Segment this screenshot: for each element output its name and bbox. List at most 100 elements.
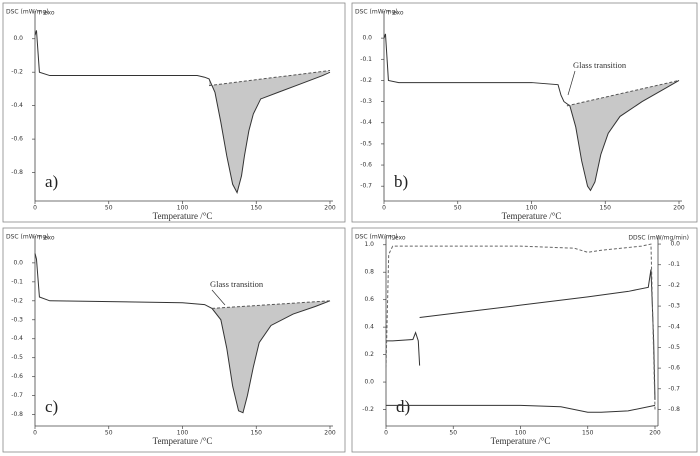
exo-label: ↑ exo [388, 235, 406, 242]
y-tick-label: 0.4 [364, 324, 374, 331]
curve [386, 331, 421, 366]
panel: 0.0 -0.2 -0.4 -0.6 -0.8 0 50 100 150 200 DSC (mW/m… [2, 2, 346, 223]
y2-tick-label: -0.3 [668, 303, 680, 310]
x-tick-label: 200 [324, 205, 336, 212]
y2-axis-label: DDSC (mW/mg/min) [628, 235, 689, 242]
y-axis-label: DSC (mW/mg) [6, 234, 49, 241]
x-tick-label: 150 [600, 205, 612, 212]
y-tick-label: -0.1 [11, 278, 23, 285]
panel-border [2, 227, 346, 453]
x-tick-label: 50 [105, 205, 113, 212]
exo-label: ↑ exo [386, 10, 404, 17]
y2-tick-label: -0.7 [668, 385, 680, 392]
panel-border [351, 227, 698, 453]
panel-label: b) [394, 172, 408, 191]
x-axis-label: Temperature /°C [491, 436, 551, 446]
dashed-curve [566, 79, 680, 107]
x-axis-label: Temperature /°C [153, 211, 213, 221]
x-tick-label: 100 [515, 430, 527, 437]
y2-tick-label: -0.2 [668, 282, 680, 289]
x-tick-label: 0 [384, 430, 388, 437]
y-tick-label: -0.7 [360, 183, 372, 190]
y2-tick-label: -0.4 [668, 323, 680, 330]
annotation: Glass transition [210, 279, 264, 289]
peak-area [212, 300, 330, 413]
y-tick-label: -0.8 [11, 411, 23, 418]
x-axis-label: Temperature /°C [153, 436, 213, 446]
y-tick-label: -0.5 [11, 354, 23, 361]
curve [34, 30, 331, 195]
x-tick-label: 50 [105, 430, 113, 437]
panel-label: d) [396, 397, 410, 416]
x-tick-label: 0 [33, 205, 37, 212]
panel-border [2, 2, 346, 223]
x-axis-label: Temperature /°C [502, 211, 562, 221]
y-tick-label: -0.4 [11, 335, 23, 342]
y-tick-label: 0.2 [364, 351, 374, 358]
y-tick-label: -0.2 [11, 297, 23, 304]
x-tick-label: 0 [33, 430, 37, 437]
x-tick-label: 0 [382, 205, 386, 212]
x-tick-label: 200 [673, 205, 685, 212]
y2-tick-label: -0.5 [668, 344, 680, 351]
curve [383, 33, 680, 192]
panel-label: c) [45, 397, 58, 416]
y-tick-label: -0.2 [360, 77, 372, 84]
panel: 0.0 -0.1 -0.2 -0.3 -0.4 -0.5 -0.6 -0.7 -0.8 0 50 10… [2, 227, 346, 453]
exo-label: ↑ exo [37, 10, 55, 17]
x-tick-label: 100 [177, 430, 189, 437]
y2-tick-label: 0.0 [670, 241, 680, 248]
y-tick-label: -0.5 [360, 140, 372, 147]
y-tick-label: 0.0 [13, 259, 23, 266]
dashed-curve [385, 243, 656, 410]
x-tick-label: 150 [251, 205, 263, 212]
y-axis-label: DSC (mW/mg) [6, 9, 49, 16]
y-tick-label: -0.2 [362, 406, 374, 413]
y-tick-label: -0.4 [11, 102, 23, 109]
x-tick-label: 100 [526, 205, 538, 212]
curve [386, 404, 656, 413]
y-tick-label: 1.0 [364, 241, 374, 248]
y-tick-label: -0.4 [360, 119, 372, 126]
curve [419, 269, 656, 400]
x-tick-label: 100 [177, 205, 189, 212]
y-tick-label: 0.6 [364, 296, 374, 303]
y-tick-label: -0.3 [11, 316, 23, 323]
annotation-pointer [567, 70, 576, 96]
y-tick-label: 0.0 [13, 35, 23, 42]
y2-tick-label: -0.8 [668, 406, 680, 413]
x-tick-label: 150 [582, 430, 594, 437]
y2-tick-label: -0.1 [668, 261, 680, 268]
y-tick-label: -0.6 [360, 162, 372, 169]
y-tick-label: -0.8 [11, 169, 23, 176]
peak-area [566, 80, 679, 191]
curve [34, 253, 331, 414]
x-tick-label: 200 [324, 430, 336, 437]
exo-label: ↑ exo [37, 235, 55, 242]
dashed-curve [208, 70, 331, 87]
y-axis-label: DSC (mW/mg) [355, 9, 398, 16]
annotation-pointer [211, 289, 226, 306]
y-tick-label: -0.1 [360, 56, 372, 63]
y-tick-label: -0.7 [11, 392, 23, 399]
panel: 1.0 0.8 0.6 0.4 0.2 0.0 -0.2 0 50 100 150 200 0.0 -0.… [351, 227, 698, 453]
peak-area [209, 70, 330, 193]
panel: 0.0 -0.1 -0.2 -0.3 -0.4 -0.5 -0.6 -0.7 0 50 100 150… [351, 2, 698, 223]
y-tick-label: -0.6 [11, 136, 23, 143]
panel-border [351, 2, 698, 223]
panel-label: a) [45, 172, 58, 191]
y-axis-label: DSC (mW/mg) [355, 234, 398, 241]
annotation: Glass transition [573, 60, 627, 70]
x-tick-label: 50 [449, 430, 457, 437]
y-tick-label: -0.2 [11, 69, 23, 76]
x-tick-label: 200 [649, 430, 661, 437]
y2-tick-label: -0.6 [668, 365, 680, 372]
y-tick-label: -0.3 [360, 98, 372, 105]
y-tick-label: 0.0 [364, 379, 374, 386]
y-tick-label: 0.8 [364, 269, 374, 276]
x-tick-label: 50 [454, 205, 462, 212]
y-tick-label: 0.0 [362, 35, 372, 42]
y-tick-label: -0.6 [11, 373, 23, 380]
